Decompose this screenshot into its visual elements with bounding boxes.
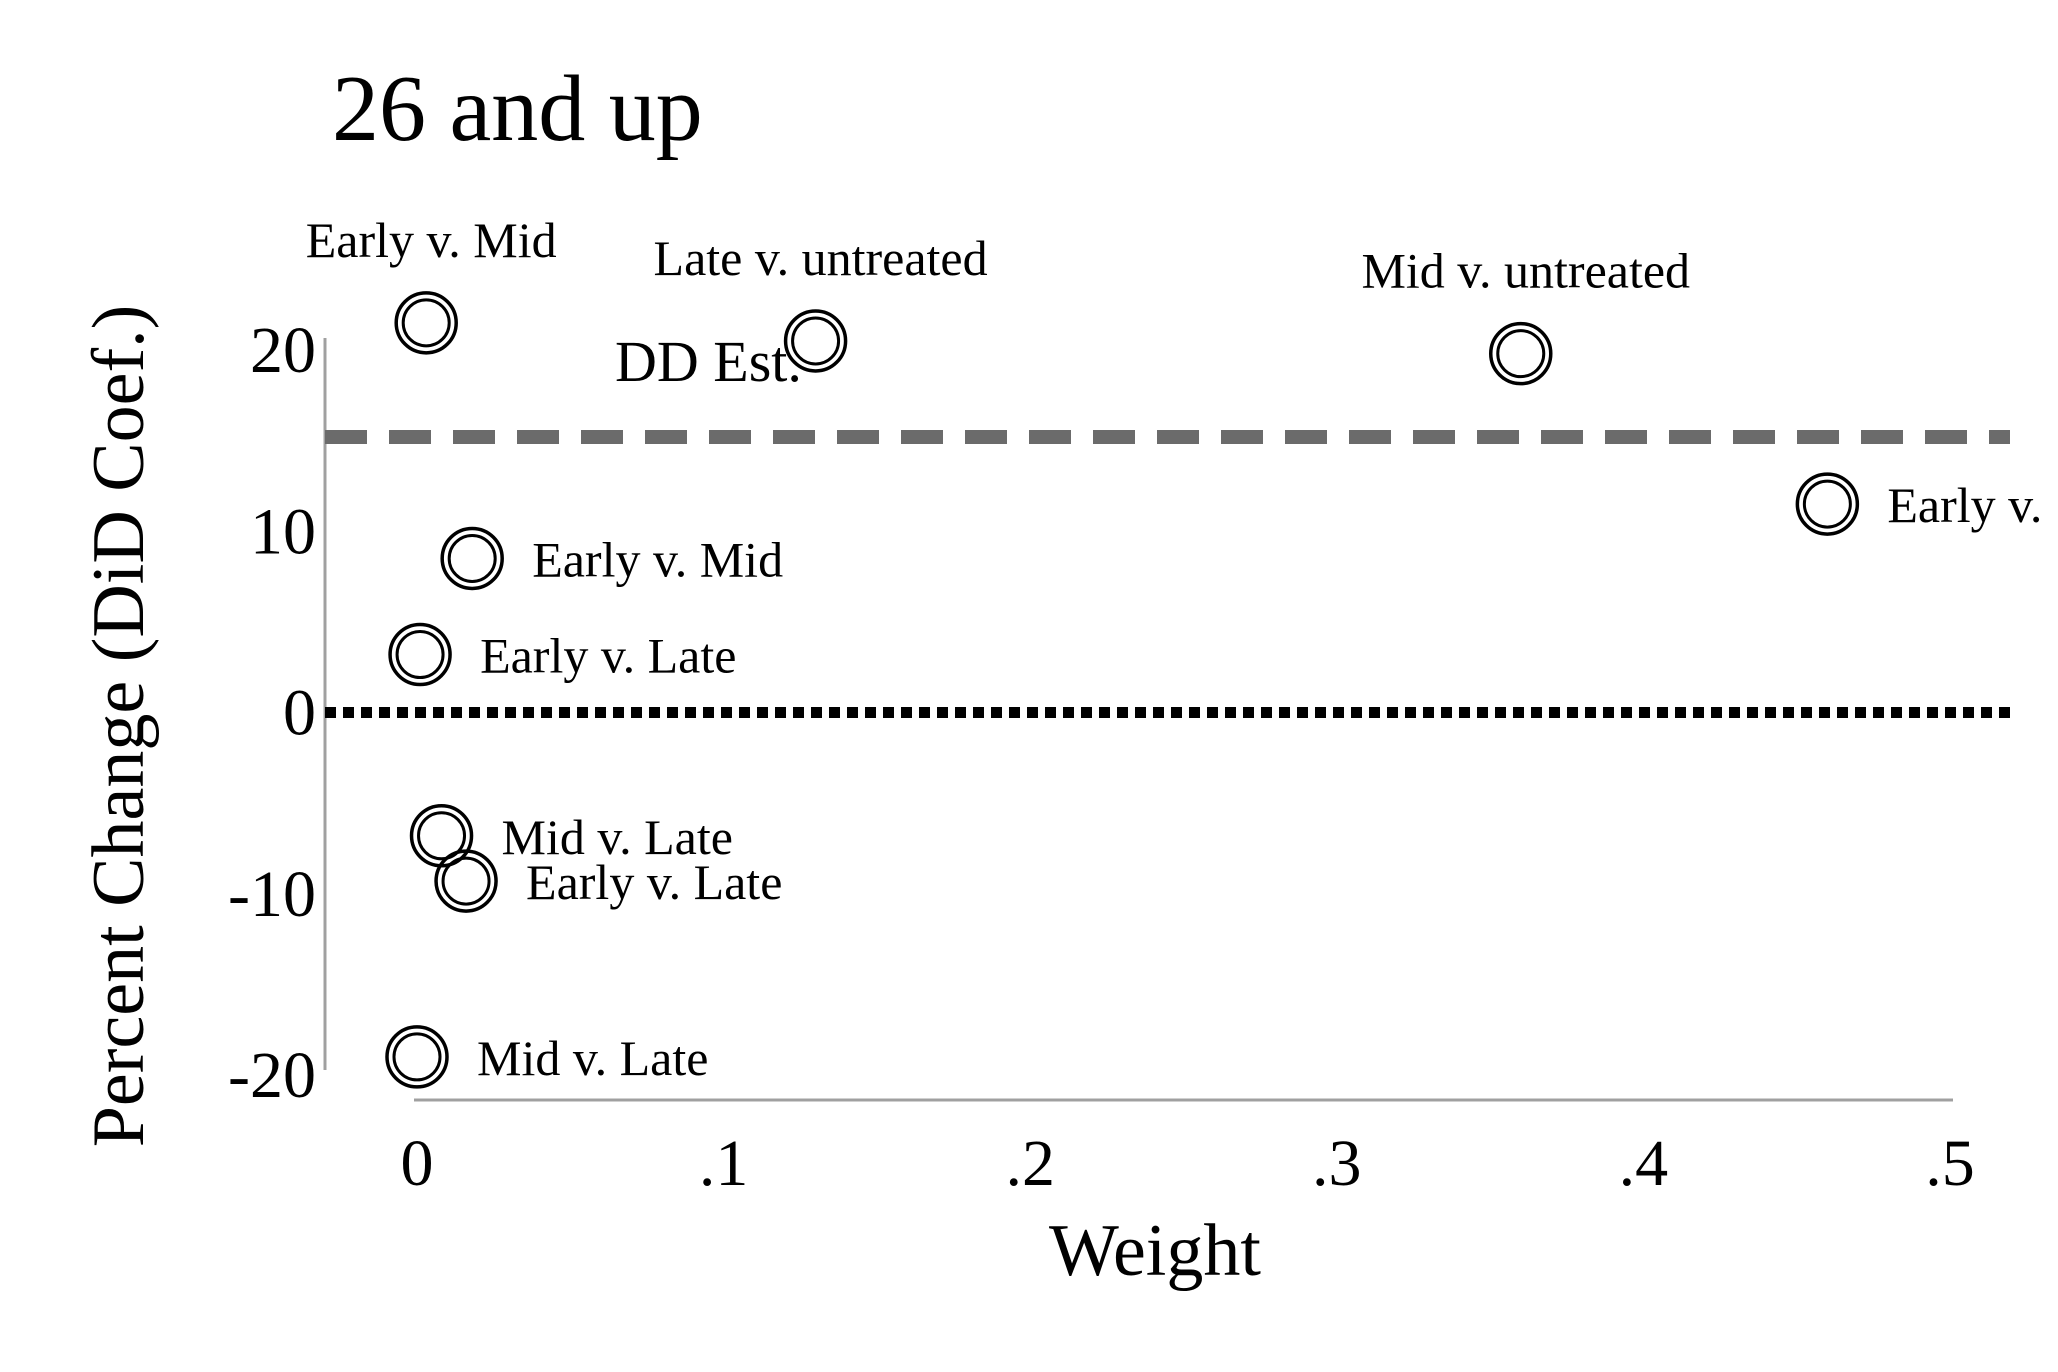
chart-title: 26 and up bbox=[332, 57, 703, 161]
point-label: Early v. bbox=[1887, 477, 2042, 533]
point-marker-outer bbox=[394, 291, 458, 355]
reference-lines: DD Est. bbox=[325, 329, 2010, 718]
point-marker-outer bbox=[388, 622, 452, 687]
data-point: Early v. Mid bbox=[440, 526, 783, 591]
point-marker-inner bbox=[392, 1032, 442, 1082]
point-label: Mid v. Late bbox=[477, 1030, 708, 1086]
point-marker-inner bbox=[1802, 479, 1852, 529]
data-point: Mid v. untreated bbox=[1361, 243, 1690, 386]
point-marker-inner bbox=[417, 811, 467, 861]
data-point: Mid v. Late bbox=[409, 804, 733, 868]
point-marker-outer bbox=[783, 309, 848, 373]
data-point: Mid v. Late bbox=[385, 1025, 708, 1089]
x-tick-label: .3 bbox=[1312, 1127, 1362, 1200]
point-marker-inner bbox=[441, 856, 491, 906]
point-label: Early v. Mid bbox=[532, 531, 783, 587]
x-tick-label: .5 bbox=[1925, 1127, 1975, 1200]
point-marker-outer bbox=[440, 526, 504, 591]
point-marker-outer bbox=[409, 804, 474, 868]
point-marker-outer bbox=[385, 1025, 449, 1089]
point-label: Early v. Mid bbox=[306, 212, 557, 268]
x-tick-label: .2 bbox=[1005, 1127, 1055, 1200]
y-tick-label: 0 bbox=[283, 677, 316, 750]
point-marker-outer bbox=[1489, 321, 1553, 386]
data-points: Early v. Mid Late v. untreated Mid v. untr… bbox=[306, 212, 2042, 1089]
y-tick-label: 20 bbox=[250, 314, 316, 387]
y-tick-label: 10 bbox=[250, 495, 316, 568]
point-marker-inner bbox=[395, 630, 445, 679]
x-axis-label: Weight bbox=[1049, 1210, 1261, 1292]
x-tick-label: 0 bbox=[401, 1127, 434, 1200]
point-label: Mid v. untreated bbox=[1361, 243, 1690, 299]
point-label: Mid v. Late bbox=[502, 809, 733, 865]
axes: 20 10 0 -10 -20 0 .1 .2 .3 .4 .5 bbox=[228, 314, 1975, 1200]
point-marker-inner bbox=[791, 316, 841, 366]
y-tick-label: -20 bbox=[228, 1039, 316, 1112]
data-point: Late v. untreated bbox=[654, 230, 988, 373]
point-label: Late v. untreated bbox=[654, 230, 988, 286]
point-marker-inner bbox=[1496, 329, 1546, 379]
point-marker-inner bbox=[447, 533, 497, 583]
point-label: Early v. Late bbox=[526, 854, 782, 910]
x-tick-label: .1 bbox=[699, 1127, 749, 1200]
point-marker-outer bbox=[1795, 472, 1860, 536]
data-point: Early v. Late bbox=[388, 622, 736, 687]
x-tick-label: .4 bbox=[1619, 1127, 1669, 1200]
dd-estimate-label: DD Est. bbox=[615, 329, 802, 394]
y-axis-label: Percent Change (DiD Coef.) bbox=[78, 305, 160, 1148]
point-marker-inner bbox=[401, 298, 451, 348]
point-label: Early v. Late bbox=[480, 628, 736, 684]
y-tick-label: -10 bbox=[228, 858, 316, 931]
data-point: Early v. bbox=[1795, 472, 2042, 536]
data-point: Early v. Mid bbox=[306, 212, 557, 355]
data-point: Early v. Late bbox=[434, 849, 782, 913]
point-marker-outer bbox=[434, 849, 498, 913]
